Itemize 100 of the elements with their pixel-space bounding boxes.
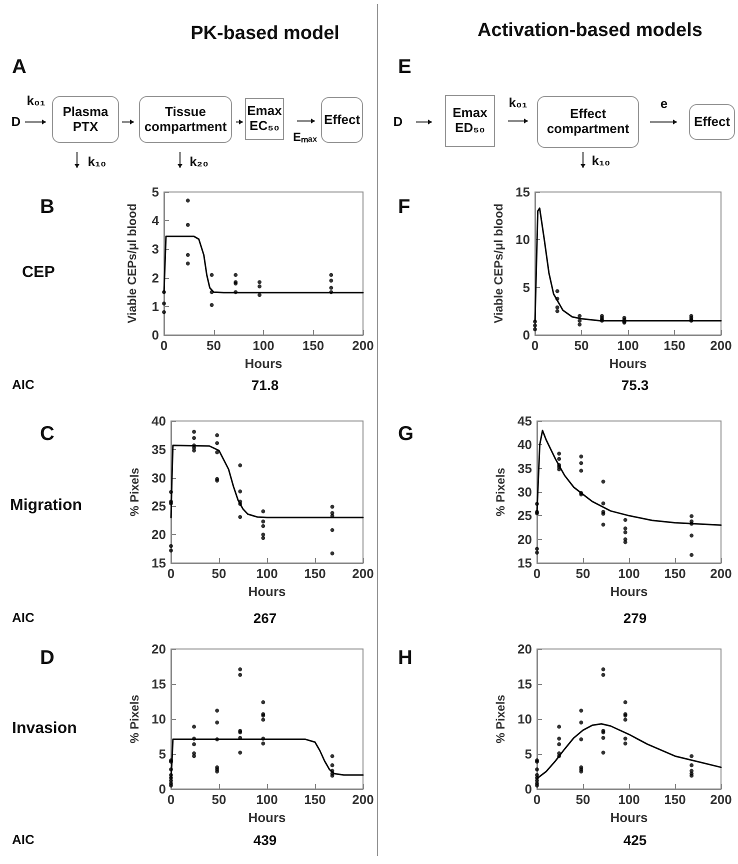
text: Effect compartment (546, 106, 630, 137)
y-tick-label: 30 (518, 484, 532, 500)
y-tick-label: 15 (518, 676, 532, 692)
chart-title: B (40, 196, 54, 219)
y-tick-label: 15 (152, 676, 166, 692)
text: Emax ED₅₀ (452, 105, 488, 136)
x-tick-label: 150 (664, 338, 686, 353)
text: D (393, 114, 403, 130)
y-tick-label: 35 (518, 460, 532, 476)
y-tick-label: 10 (152, 712, 166, 726)
x-tick-label: 150 (304, 566, 326, 581)
y-tick-label: 5 (524, 746, 532, 762)
x-tick-label: 150 (664, 566, 686, 581)
y-axis-title: % Pixels (128, 467, 142, 516)
y-tick-label: 0 (524, 782, 532, 796)
text: AIC (12, 832, 34, 847)
y-axis-title: Viable CEPs/μl blood (125, 204, 139, 324)
y-tick-label: 20 (518, 532, 532, 547)
x-tick-label: 200 (352, 338, 374, 353)
y-tick-label: 2 (152, 270, 159, 286)
y-tick-label: 0 (158, 782, 166, 796)
y-tick-label: 40 (152, 414, 166, 428)
text: CEP (22, 264, 55, 282)
x-axis-title: Hours (609, 356, 647, 371)
x-tick-label: 200 (352, 792, 374, 807)
text: 425 (622, 832, 648, 848)
y-tick-label: 25 (518, 508, 532, 524)
y-tick-label: 5 (158, 746, 166, 762)
x-tick-label: 100 (256, 566, 278, 581)
x-axis-title: Hours (248, 810, 286, 825)
x-tick-label: 100 (252, 338, 274, 353)
text: Emax EC₅₀ (246, 103, 283, 134)
x-tick-label: 50 (212, 792, 226, 807)
x-tick-label: 100 (617, 338, 639, 353)
y-tick-label: 10 (516, 232, 530, 248)
y-tick-label: 0 (522, 328, 530, 342)
y-tick-label: 10 (518, 712, 532, 726)
x-tick-label: 150 (304, 792, 326, 807)
x-tick-label: 50 (212, 566, 226, 581)
y-tick-label: 20 (518, 642, 532, 656)
x-tick-label: 200 (710, 338, 732, 353)
y-tick-label: 5 (152, 184, 159, 200)
y-axis-title: % Pixels (494, 694, 508, 744)
text: k₀₁ (508, 94, 528, 110)
text: Activation-based models (478, 20, 702, 42)
x-tick-label: 200 (710, 792, 732, 807)
text: PK-based model (190, 23, 340, 45)
x-tick-label: 150 (302, 338, 324, 353)
text: 71.8 (250, 377, 280, 393)
text: A (12, 56, 26, 79)
text: k₀₁ (26, 92, 46, 108)
chart-title: D (40, 647, 54, 670)
text: Plasma PTX (62, 104, 110, 134)
text: Effect (694, 114, 730, 130)
text: 267 (252, 610, 278, 626)
text: AIC (12, 377, 34, 392)
x-tick-label: 50 (206, 338, 221, 353)
x-tick-label: 50 (576, 566, 590, 581)
y-tick-label: 20 (152, 642, 166, 656)
text: D (11, 114, 21, 130)
text: 439 (252, 832, 278, 848)
y-tick-label: 15 (152, 556, 166, 570)
y-axis-title: % Pixels (494, 467, 508, 516)
text: e (660, 96, 668, 112)
y-tick-label: 15 (518, 556, 532, 570)
chart-title: G (398, 423, 414, 446)
text: 279 (622, 610, 648, 626)
chart-title: H (398, 647, 412, 670)
y-tick-label: 3 (152, 242, 159, 257)
text: 75.3 (620, 377, 650, 393)
y-tick-label: 20 (152, 527, 166, 542)
x-axis-title: Hours (610, 584, 648, 599)
y-tick-label: 5 (522, 280, 530, 295)
x-tick-label: 200 (352, 566, 374, 581)
x-tick-label: 100 (618, 792, 640, 807)
text: Effect (324, 112, 360, 128)
text: k₁₀ (88, 154, 106, 170)
y-tick-label: 45 (518, 414, 532, 428)
x-tick-label: 100 (256, 792, 278, 807)
chart-title: F (398, 196, 410, 219)
x-tick-label: 50 (574, 338, 589, 353)
x-tick-label: 150 (664, 792, 686, 807)
text: Tissue compartment (143, 104, 228, 134)
y-tick-label: 30 (152, 470, 166, 486)
y-axis-title: % Pixels (128, 694, 142, 744)
y-tick-label: 35 (152, 442, 166, 457)
x-axis-title: Hours (244, 356, 282, 371)
text: Migration (10, 497, 82, 515)
y-tick-label: 4 (152, 213, 160, 228)
text: AIC (12, 610, 34, 625)
text: E (398, 56, 412, 79)
y-tick-label: 25 (152, 498, 166, 514)
text: Invasion (12, 720, 77, 738)
y-tick-label: 1 (152, 298, 159, 314)
x-tick-label: 200 (710, 566, 732, 581)
text: k₂₀ (190, 154, 208, 170)
y-tick-label: 0 (152, 328, 159, 342)
chart-title: C (40, 423, 54, 446)
x-tick-label: 50 (576, 792, 590, 807)
text: k₁₀ (592, 152, 610, 168)
